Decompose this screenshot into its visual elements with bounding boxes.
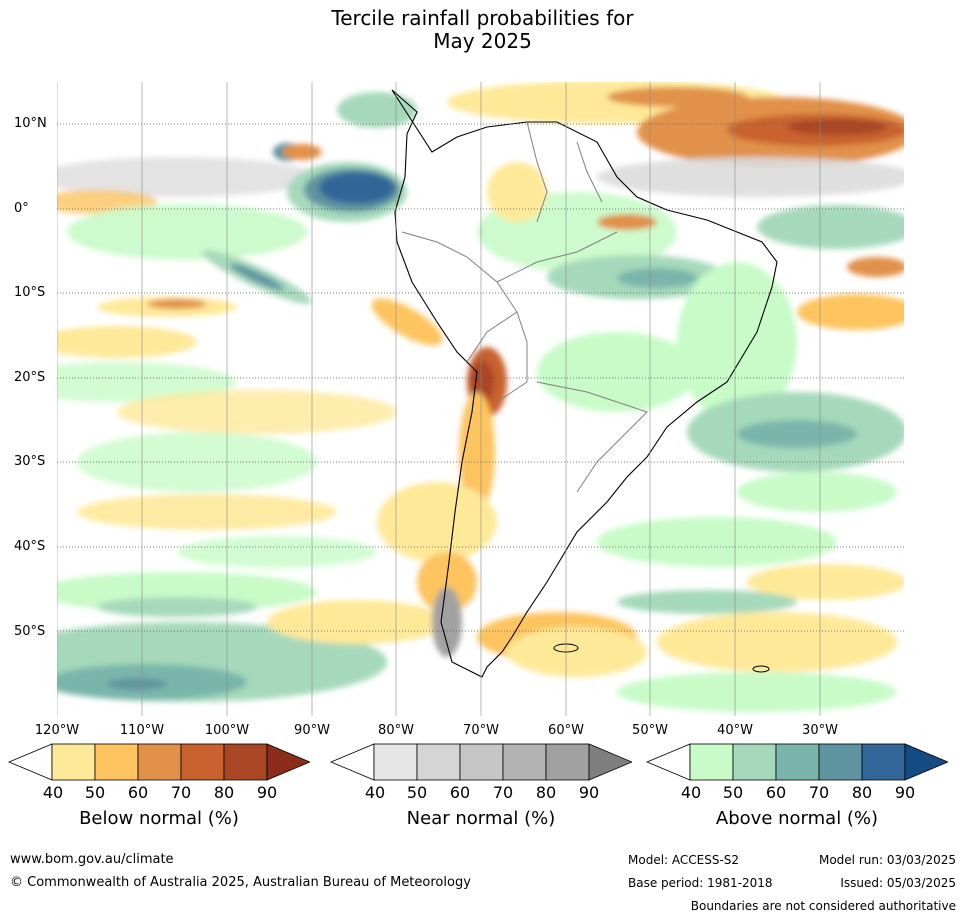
lon-gridlines <box>56 82 821 716</box>
lon-label-110w: 110°W <box>119 723 165 738</box>
lat-label-0: 0° <box>14 201 29 216</box>
above-colorbar-bin-5 <box>861 743 906 781</box>
above-tick-40: 40 <box>680 783 702 802</box>
above-normal-label: Above normal (%) <box>715 808 879 829</box>
above-colorbar-bin-4 <box>818 743 863 781</box>
above-normal-colorbar <box>646 743 948 781</box>
near-normal-label: Near normal (%) <box>406 808 556 829</box>
above-tick-50: 50 <box>722 783 744 802</box>
country-boundaries <box>401 121 648 493</box>
below-colorbar-bin-3 <box>137 743 182 781</box>
near-colorbar-bin-3 <box>459 743 504 781</box>
below-colorbar-bin-1 <box>51 743 96 781</box>
south-america-land <box>391 89 778 678</box>
near-colorbar-bin-1 <box>373 743 418 781</box>
near-tick-50: 50 <box>406 783 428 802</box>
lat-label-10s: 10°S <box>14 285 46 300</box>
map-canvas <box>0 80 917 716</box>
lon-label-50w: 50°W <box>632 723 668 738</box>
near-tick-80: 80 <box>535 783 557 802</box>
lon-label-60w: 60°W <box>548 723 584 738</box>
lon-label-70w: 70°W <box>463 723 499 738</box>
lat-label-20s: 20°S <box>14 370 46 385</box>
near-colorbar-bin-2 <box>416 743 461 781</box>
above-colorbar-bin-2 <box>732 743 777 781</box>
model-run-text: Model run: 03/03/2025 <box>818 853 956 867</box>
above-colorbar-bin-3 <box>775 743 820 781</box>
below-colorbar-max-arrow <box>266 743 310 781</box>
lon-label-40w: 40°W <box>717 723 753 738</box>
below-colorbar-bin-5 <box>223 743 268 781</box>
above-colorbar-max-arrow <box>904 743 948 781</box>
near-colorbar-max-arrow <box>588 743 632 781</box>
above-tick-90: 90 <box>894 783 916 802</box>
near-colorbar-bin-5 <box>545 743 590 781</box>
below-normal-label: Below normal (%) <box>79 808 239 829</box>
model-text: Model: ACCESS-S2 <box>628 853 740 867</box>
near-tick-40: 40 <box>364 783 386 802</box>
base-period-text: Base period: 1981-2018 <box>628 876 773 890</box>
near-normal-colorbar <box>330 743 632 781</box>
below-colorbar-bin-2 <box>94 743 139 781</box>
rainfall-probability-map <box>0 80 917 716</box>
lat-label-10n: 10°N <box>14 116 47 131</box>
map-title-line1: Tercile rainfall probabilities for <box>331 6 634 30</box>
near-tick-70: 70 <box>492 783 514 802</box>
below-normal-colorbar <box>8 743 310 781</box>
map-title-line2: May 2025 <box>433 29 532 53</box>
near-colorbar-min-arrow <box>330 743 375 781</box>
near-tick-60: 60 <box>449 783 471 802</box>
lat-label-40s: 40°S <box>14 539 46 554</box>
above-colorbar-bin-1 <box>689 743 734 781</box>
above-colorbar-min-arrow <box>646 743 691 781</box>
lon-label-80w: 80°W <box>378 723 414 738</box>
above-tick-60: 60 <box>765 783 787 802</box>
lon-label-120w: 120°W <box>34 723 80 738</box>
lat-gridlines <box>57 123 904 632</box>
below-tick-80: 80 <box>213 783 235 802</box>
below-tick-60: 60 <box>127 783 149 802</box>
lat-label-50s: 50°S <box>14 624 46 639</box>
lat-label-30s: 30°S <box>14 454 46 469</box>
above-tick-70: 70 <box>808 783 830 802</box>
below-tick-70: 70 <box>170 783 192 802</box>
near-colorbar-bin-4 <box>502 743 547 781</box>
copyright-text: © Commonwealth of Australia 2025, Austra… <box>10 875 471 890</box>
below-colorbar-bin-4 <box>180 743 225 781</box>
above-tick-80: 80 <box>851 783 873 802</box>
south-georgia <box>752 665 770 673</box>
below-tick-40: 40 <box>42 783 64 802</box>
lon-label-30w: 30°W <box>802 723 838 738</box>
near-tick-90: 90 <box>578 783 600 802</box>
below-tick-90: 90 <box>256 783 278 802</box>
lon-label-100w: 100°W <box>204 723 250 738</box>
below-tick-50: 50 <box>84 783 106 802</box>
disclaimer-text: Boundaries are not considered authoritat… <box>690 899 956 913</box>
lon-label-90w: 90°W <box>294 723 330 738</box>
below-colorbar-min-arrow <box>8 743 53 781</box>
website-link[interactable]: www.bom.gov.au/climate <box>10 852 174 867</box>
issued-text: Issued: 05/03/2025 <box>840 876 956 890</box>
